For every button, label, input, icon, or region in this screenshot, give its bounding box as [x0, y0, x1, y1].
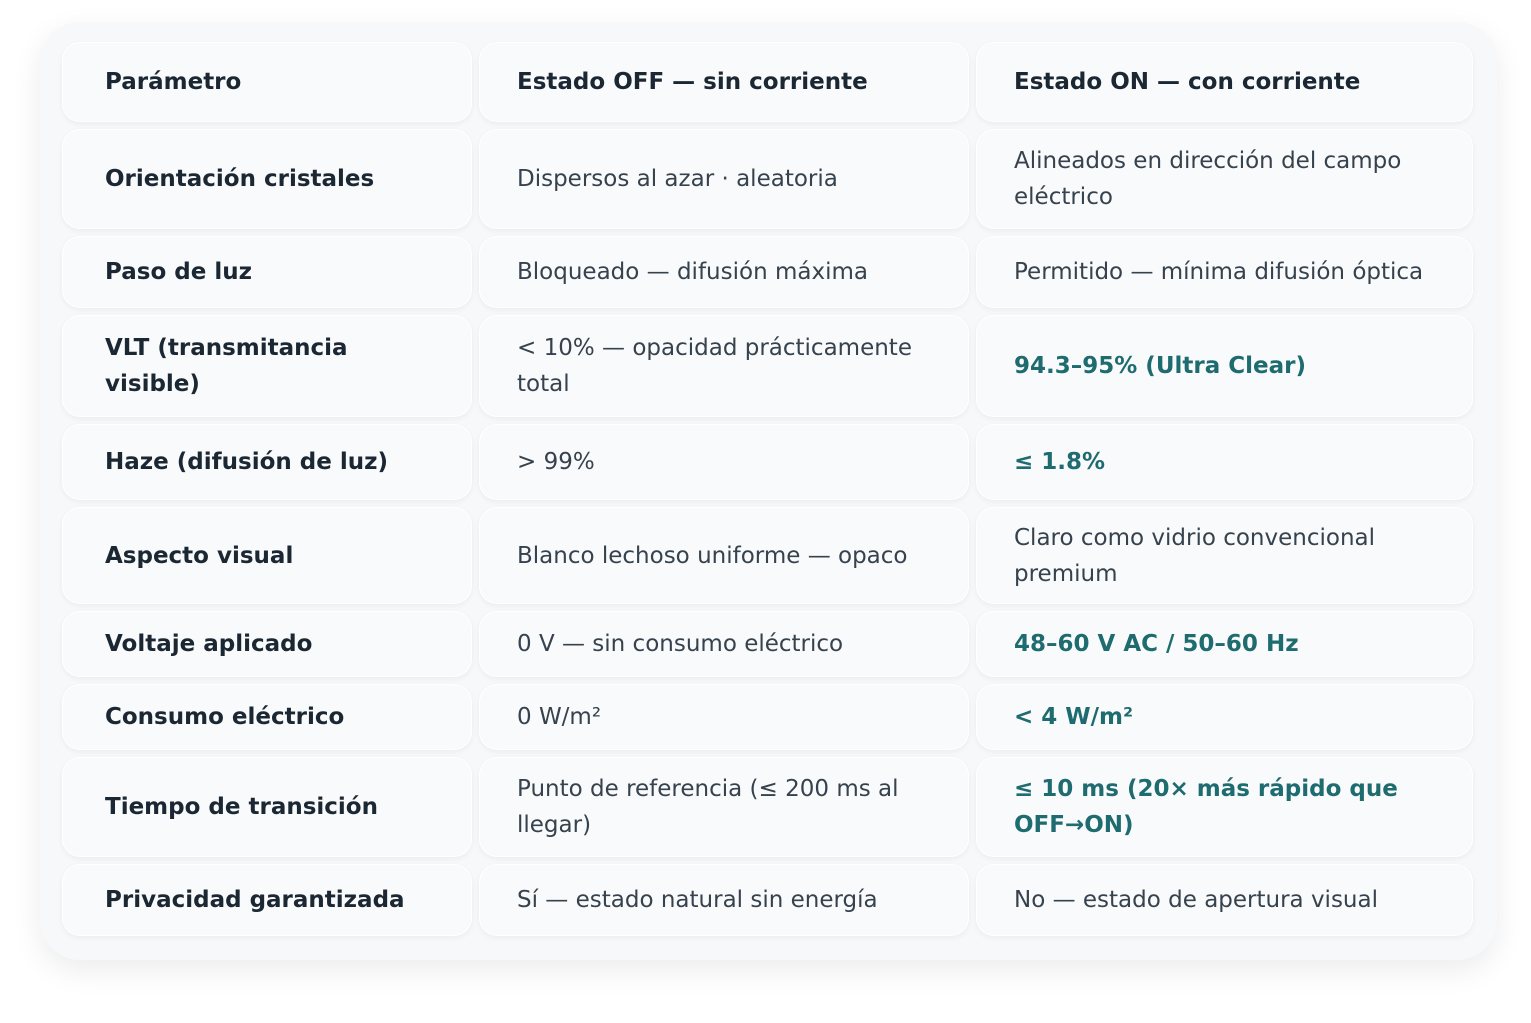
table-cell: Punto de referencia (≤ 200 ms al llegar)	[479, 757, 969, 857]
table-cell: Tiempo de transición	[62, 757, 472, 857]
table-cell: > 99%	[479, 424, 969, 500]
table-cell: 0 W/m²	[479, 684, 969, 750]
table-cell: Alineados en dirección del campo eléctri…	[976, 129, 1473, 229]
table-cell: < 10% — opacidad prácticamente total	[479, 315, 969, 417]
table-cell: 94.3–95% (Ultra Clear)	[976, 315, 1473, 417]
table-cell: Permitido — mínima difusión óptica	[976, 236, 1473, 308]
table-cell: 48–60 V AC / 50–60 Hz	[976, 611, 1473, 677]
table-cell: Voltaje aplicado	[62, 611, 472, 677]
table-cell: < 4 W/m²	[976, 684, 1473, 750]
header-cell: Parámetro	[62, 42, 472, 122]
table-cell: Sí — estado natural sin energía	[479, 864, 969, 936]
table-cell: Aspecto visual	[62, 507, 472, 604]
table-cell: ≤ 10 ms (20× más rápido que OFF→ON)	[976, 757, 1473, 857]
table-cell: Blanco lechoso uniforme — opaco	[479, 507, 969, 604]
table-cell: Haze (difusión de luz)	[62, 424, 472, 500]
header-cell: Estado ON — con corriente	[976, 42, 1473, 122]
table-cell: VLT (transmitancia visible)	[62, 315, 472, 417]
table-cell: 0 V — sin consumo eléctrico	[479, 611, 969, 677]
table-cell: Claro como vidrio convencional premium	[976, 507, 1473, 604]
table: Parámetro Estado OFF — sin corriente Estad…	[62, 42, 1473, 936]
table-cell: No — estado de apertura visual	[976, 864, 1473, 936]
header-cell: Estado OFF — sin corriente	[479, 42, 969, 122]
table-cell: Dispersos al azar · aleatoria	[479, 129, 969, 229]
table-cell: Paso de luz	[62, 236, 472, 308]
table-cell: Privacidad garantizada	[62, 864, 472, 936]
table-cell: Bloqueado — difusión máxima	[479, 236, 969, 308]
table-cell: Consumo eléctrico	[62, 684, 472, 750]
table-cell: ≤ 1.8%	[976, 424, 1473, 500]
table-cell: Orientación cristales	[62, 129, 472, 229]
